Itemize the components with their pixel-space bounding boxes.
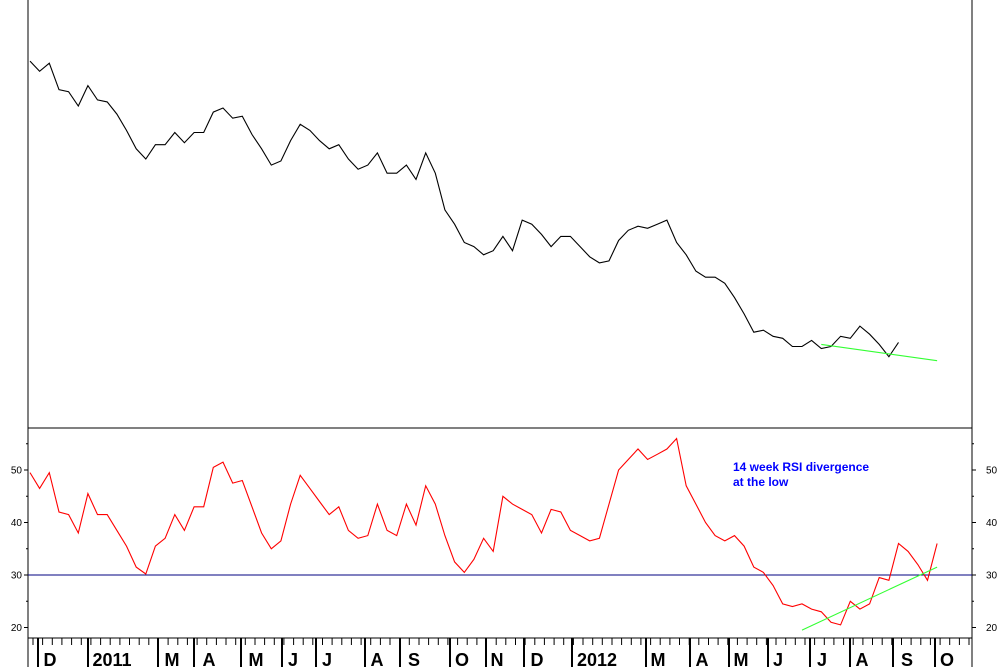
x-tick-label: S: [408, 650, 420, 667]
ytick-left-label: 40: [11, 518, 23, 529]
price-trendline: [821, 343, 938, 362]
x-tick-label: A: [856, 650, 869, 667]
ytick-left-label: 20: [11, 623, 23, 634]
rsi-line: [29, 437, 938, 626]
x-tick-label: M: [651, 650, 666, 667]
x-tick-label: D: [531, 650, 544, 667]
ytick-left-label: 50: [11, 466, 23, 477]
x-tick-label: A: [696, 650, 709, 667]
ytick-right-label: 40: [986, 518, 998, 529]
price-panel: [29, 60, 938, 362]
ytick-right-label: 20: [986, 623, 998, 634]
x-tick-label: J: [817, 650, 827, 667]
x-tick-label: J: [322, 650, 332, 667]
x-tick-label: 2012: [577, 650, 617, 667]
x-tick-label: D: [44, 650, 57, 667]
rsi-panel: 50 40 30 20 50 40 30 20 14 week RSI divergenceat…: [11, 437, 998, 634]
rsi-annotation: 14 week RSI divergence: [733, 460, 869, 474]
ytick-right-label: 50: [986, 466, 998, 477]
x-axis: D 2011 M A M J J A S O N D 2012 M A M J J A S O: [32, 638, 970, 667]
ytick-left-label: 30: [11, 571, 23, 582]
x-tick-label: M: [249, 650, 264, 667]
x-tick-label: M: [165, 650, 180, 667]
chart-frame: [27, 0, 973, 667]
x-tick-label: S: [901, 650, 913, 667]
x-tick-label: N: [491, 650, 504, 667]
ytick-right-label: 30: [986, 571, 998, 582]
x-tick-label: J: [773, 650, 783, 667]
x-tick-label: O: [940, 650, 954, 667]
x-tick-label: J: [288, 650, 298, 667]
rsi-annotation: at the low: [733, 475, 789, 489]
rsi-trendline: [801, 566, 938, 631]
price-line: [29, 60, 899, 358]
x-tick-label: M: [734, 650, 749, 667]
x-tick-label: A: [371, 650, 384, 667]
x-tick-label: 2011: [92, 650, 131, 667]
x-tick-label: O: [455, 650, 469, 667]
x-tick-label: A: [203, 650, 216, 667]
